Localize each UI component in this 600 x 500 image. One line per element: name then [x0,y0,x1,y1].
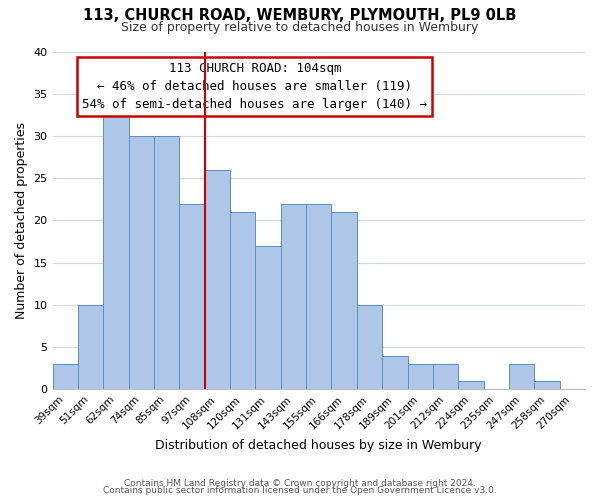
Bar [256,246,281,390]
Text: Size of property relative to detached houses in Wembury: Size of property relative to detached ho… [121,21,479,34]
Bar [357,305,382,390]
Text: Contains HM Land Registry data © Crown copyright and database right 2024.: Contains HM Land Registry data © Crown c… [124,478,476,488]
Bar [53,364,78,390]
Bar [331,212,357,390]
Bar [103,110,128,390]
Text: 113, CHURCH ROAD, WEMBURY, PLYMOUTH, PL9 0LB: 113, CHURCH ROAD, WEMBURY, PLYMOUTH, PL9… [83,8,517,22]
Bar [306,204,331,390]
Bar [281,204,306,390]
Text: Contains public sector information licensed under the Open Government Licence v3: Contains public sector information licen… [103,486,497,495]
Y-axis label: Number of detached properties: Number of detached properties [15,122,28,319]
Bar [407,364,433,390]
Bar [458,381,484,390]
Bar [534,381,560,390]
Bar [179,204,205,390]
Bar [509,364,534,390]
Bar [382,356,407,390]
Bar [78,305,103,390]
Bar [154,136,179,390]
Bar [230,212,256,390]
Bar [205,170,230,390]
Text: 113 CHURCH ROAD: 104sqm
← 46% of detached houses are smaller (119)
54% of semi-d: 113 CHURCH ROAD: 104sqm ← 46% of detache… [82,62,427,110]
X-axis label: Distribution of detached houses by size in Wembury: Distribution of detached houses by size … [155,440,482,452]
Bar [433,364,458,390]
Bar [128,136,154,390]
